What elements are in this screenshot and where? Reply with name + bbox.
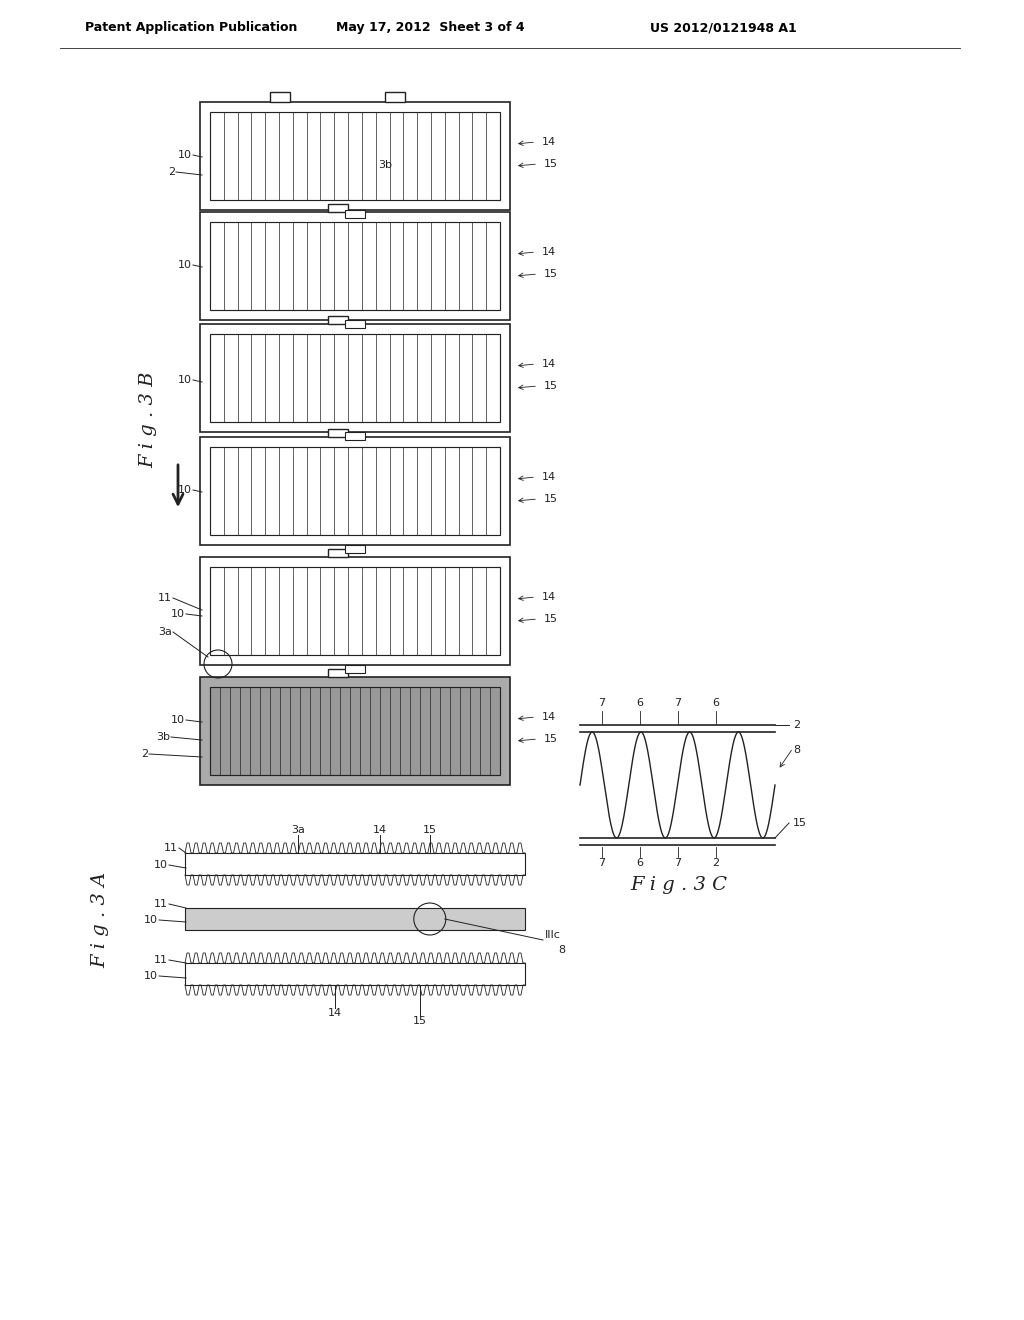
Text: May 17, 2012  Sheet 3 of 4: May 17, 2012 Sheet 3 of 4 — [336, 21, 524, 34]
Text: 2: 2 — [713, 858, 720, 869]
Text: 7: 7 — [675, 698, 682, 708]
Text: 14: 14 — [373, 825, 387, 836]
Text: 11: 11 — [158, 593, 172, 603]
Text: 6: 6 — [637, 858, 643, 869]
Text: 15: 15 — [544, 269, 558, 279]
Text: 7: 7 — [598, 858, 605, 869]
Text: 15: 15 — [544, 158, 558, 169]
Text: Patent Application Publication: Patent Application Publication — [85, 21, 297, 34]
Bar — [210, 112, 500, 201]
Text: 6: 6 — [713, 698, 720, 708]
Text: 15: 15 — [544, 381, 558, 391]
Text: 14: 14 — [328, 1008, 342, 1018]
Bar — [210, 222, 500, 310]
Text: IIIc: IIIc — [545, 931, 561, 940]
Text: 3b: 3b — [378, 160, 392, 170]
Text: 2: 2 — [141, 748, 148, 759]
Bar — [328, 669, 348, 677]
Text: 3a: 3a — [158, 627, 172, 638]
Text: 7: 7 — [598, 698, 605, 708]
Bar — [210, 334, 500, 422]
Text: 14: 14 — [542, 711, 556, 722]
Bar — [185, 964, 525, 985]
Bar — [328, 549, 348, 557]
Bar — [200, 213, 510, 319]
Text: 10: 10 — [171, 609, 185, 619]
Text: 10: 10 — [178, 484, 193, 495]
Text: 14: 14 — [542, 137, 556, 147]
Text: US 2012/0121948 A1: US 2012/0121948 A1 — [650, 21, 797, 34]
Bar — [385, 92, 406, 102]
Text: 2: 2 — [168, 168, 175, 177]
Text: 14: 14 — [542, 473, 556, 482]
Text: 10: 10 — [178, 375, 193, 385]
Text: 3b: 3b — [156, 733, 170, 742]
Text: 10: 10 — [144, 972, 158, 981]
Text: 10: 10 — [178, 260, 193, 271]
Text: 14: 14 — [542, 359, 556, 370]
Text: 10: 10 — [154, 861, 168, 870]
Bar — [270, 92, 290, 102]
Text: 7: 7 — [675, 858, 682, 869]
Bar — [200, 102, 510, 210]
Text: F i g . 3 C: F i g . 3 C — [630, 876, 727, 894]
Text: 2: 2 — [793, 719, 800, 730]
Text: 15: 15 — [793, 818, 807, 828]
Bar — [200, 437, 510, 545]
Text: 14: 14 — [542, 591, 556, 602]
Text: 8: 8 — [793, 744, 800, 755]
Text: 15: 15 — [544, 614, 558, 624]
Bar — [210, 447, 500, 535]
Bar — [185, 853, 525, 875]
Text: 10: 10 — [144, 915, 158, 925]
Bar — [210, 568, 500, 655]
Text: 15: 15 — [413, 1016, 427, 1026]
Bar — [200, 323, 510, 432]
Text: 6: 6 — [637, 698, 643, 708]
Bar — [345, 210, 365, 218]
Text: 11: 11 — [164, 843, 178, 853]
Text: 14: 14 — [542, 247, 556, 257]
Text: 10: 10 — [178, 150, 193, 160]
Bar — [345, 432, 365, 440]
Bar — [345, 665, 365, 673]
Bar — [345, 545, 365, 553]
Bar — [200, 677, 510, 785]
Text: 15: 15 — [423, 825, 437, 836]
Text: 11: 11 — [154, 954, 168, 965]
Text: 10: 10 — [171, 715, 185, 725]
Text: F i g . 3 B: F i g . 3 B — [139, 372, 157, 469]
Bar — [328, 429, 348, 437]
Text: F i g . 3 A: F i g . 3 A — [91, 873, 109, 968]
Text: 15: 15 — [544, 734, 558, 744]
Bar — [210, 686, 500, 775]
Bar — [328, 315, 348, 323]
Text: 3a: 3a — [291, 825, 305, 836]
Text: 11: 11 — [154, 899, 168, 909]
Bar — [328, 205, 348, 213]
Text: 15: 15 — [544, 494, 558, 504]
Text: 8: 8 — [558, 945, 565, 954]
Bar — [200, 557, 510, 665]
Bar — [185, 908, 525, 931]
Bar — [345, 319, 365, 327]
